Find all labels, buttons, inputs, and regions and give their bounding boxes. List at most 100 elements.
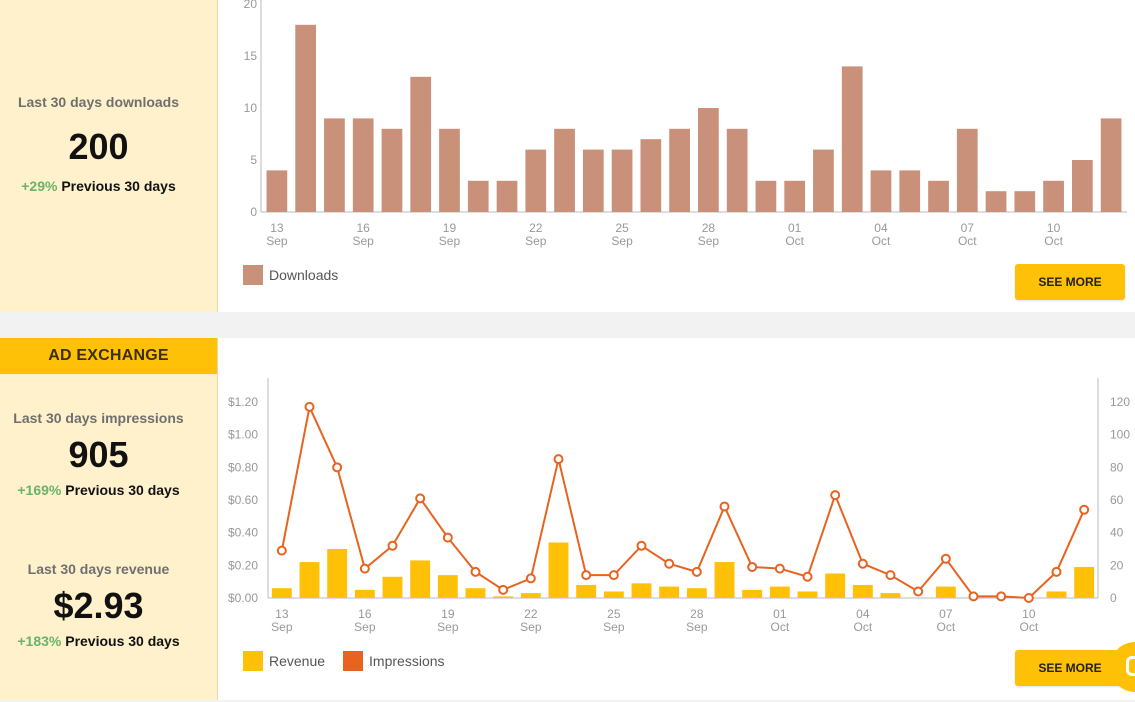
revenue-bar [548, 542, 569, 598]
revenue-bar [327, 549, 348, 598]
impressions-point [664, 558, 675, 569]
downloads-see-more-button[interactable]: SEE MORE [1015, 264, 1125, 300]
revenue-bar [354, 589, 375, 598]
ad-x-tick-month: Sep [603, 620, 625, 634]
legend-item-impressions[interactable]: Impressions [343, 651, 445, 671]
ad-x-tick-day: 16 [358, 607, 372, 621]
revenue-bar [797, 591, 818, 598]
downloads-bar [1100, 118, 1122, 212]
revenue-bar [271, 588, 292, 598]
ad-exchange-header: AD EXCHANGE [0, 338, 217, 374]
downloads-label: Last 30 days downloads [17, 94, 180, 110]
impressions-point [830, 490, 841, 501]
revenue-bar [493, 596, 514, 598]
ad-x-tick-month: Sep [437, 620, 459, 634]
ad-y-left-tick-label: $0.60 [228, 493, 258, 507]
downloads-bar [467, 180, 489, 212]
downloads-x-tick-day: 16 [357, 221, 371, 235]
impressions-change: +169% Previous 30 days [0, 482, 197, 498]
impressions-point [691, 566, 702, 577]
ad-y-right-tick-label: 80 [1110, 460, 1124, 474]
downloads-bar [755, 180, 777, 212]
downloads-stat: Last 30 days downloads 200 +29% Previous… [0, 94, 197, 194]
impressions-point [359, 563, 370, 574]
legend-item-revenue[interactable]: Revenue [243, 651, 325, 671]
ad-x-tick-day: 19 [441, 607, 455, 621]
impressions-point [719, 501, 730, 512]
legend-item-downloads[interactable]: Downloads [243, 265, 338, 285]
revenue-change-pct: +183% [17, 633, 62, 649]
impressions-point [913, 586, 924, 597]
legend-revenue-label: Revenue [269, 653, 326, 669]
downloads-bar [496, 180, 518, 212]
downloads-bar [726, 128, 748, 212]
ad-y-right-tick-label: 100 [1110, 428, 1130, 442]
impressions-point [885, 570, 896, 581]
downloads-x-tick-day: 07 [961, 221, 975, 235]
downloads-bar [1071, 160, 1093, 212]
downloads-x-tick-month: Oct [785, 234, 804, 248]
ad-x-tick-month: Sep [271, 620, 293, 634]
impressions-change-pct: +169% [17, 482, 62, 498]
revenue-bar [852, 584, 873, 598]
ad-y-right-tick-label: 40 [1110, 526, 1124, 540]
impressions-point [636, 540, 647, 551]
downloads-bar [813, 149, 834, 212]
downloads-x-tick-month: Sep [266, 234, 288, 248]
impressions-point [581, 570, 592, 581]
revenue-bar [631, 583, 652, 598]
downloads-y-tick-label: 0 [250, 205, 257, 219]
downloads-bar [698, 108, 719, 212]
ad-exchange-sidebar: AD EXCHANGE Last 30 days impressions 905… [0, 338, 218, 700]
impressions-point [442, 532, 453, 543]
downloads-x-tick-month: Sep [439, 234, 461, 248]
downloads-change-text: Previous 30 days [57, 178, 176, 194]
ad-y-left-tick-label: $1.20 [228, 395, 258, 409]
impressions-point [774, 563, 785, 574]
downloads-x-tick-month: Oct [872, 234, 891, 248]
revenue-bar [686, 588, 707, 598]
downloads-bar [525, 149, 547, 212]
downloads-bar [841, 66, 863, 213]
revenue-bar [659, 586, 680, 598]
impressions-label: Last 30 days impressions [13, 410, 184, 426]
revenue-bar [437, 575, 458, 598]
revenue-change: +183% Previous 30 days [0, 633, 197, 649]
revenue-bar [382, 576, 403, 598]
chat-bubble-icon [1126, 656, 1135, 676]
ad-x-tick-month: Sep [686, 620, 708, 634]
downloads-x-tick-day: 28 [702, 221, 716, 235]
downloads-bar [324, 118, 345, 212]
downloads-x-tick-day: 13 [270, 221, 284, 235]
ad-exchange-legend[interactable]: Revenue Impressions [243, 651, 463, 671]
impressions-change-text: Previous 30 days [61, 482, 180, 498]
revenue-value: $2.93 [53, 585, 144, 626]
downloads-swatch [243, 265, 263, 285]
ad-x-tick-day: 10 [1022, 607, 1036, 621]
downloads-y-tick-label: 10 [244, 101, 258, 115]
downloads-bar [410, 76, 432, 212]
downloads-x-tick-day: 19 [443, 221, 457, 235]
downloads-x-tick-month: Sep [353, 234, 375, 248]
downloads-chart: 0510152013Sep16Sep19Sep22Sep25Sep28Sep01… [244, 0, 1127, 248]
revenue-bar [935, 586, 956, 598]
impressions-point [1051, 566, 1062, 577]
impressions-point [996, 591, 1007, 602]
impressions-point [470, 566, 481, 577]
revenue-bar [603, 591, 624, 598]
ad-y-left-tick-label: $1.00 [228, 428, 258, 442]
ad-y-right-tick-label: 0 [1110, 591, 1117, 605]
downloads-legend[interactable]: Downloads [243, 265, 356, 285]
impressions-point [802, 571, 813, 582]
impressions-point [747, 561, 758, 572]
downloads-bar [582, 149, 604, 212]
ad-exchange-main: $0.00 $0.20 $0.40 $0.60 $0.80 $1.00 $1.20 0 20 40… [218, 338, 1135, 700]
impressions-point [857, 558, 868, 569]
revenue-stat: Last 30 days revenue $2.93 +183% Previou… [0, 561, 197, 649]
downloads-bar [784, 180, 806, 212]
legend-downloads-label: Downloads [269, 267, 339, 283]
ad-x-tick-month: Sep [520, 620, 542, 634]
ad-y-right-tick-label: 120 [1110, 395, 1130, 409]
ad-exchange-see-more-button[interactable]: SEE MORE [1015, 650, 1125, 686]
revenue-bar [520, 593, 541, 598]
